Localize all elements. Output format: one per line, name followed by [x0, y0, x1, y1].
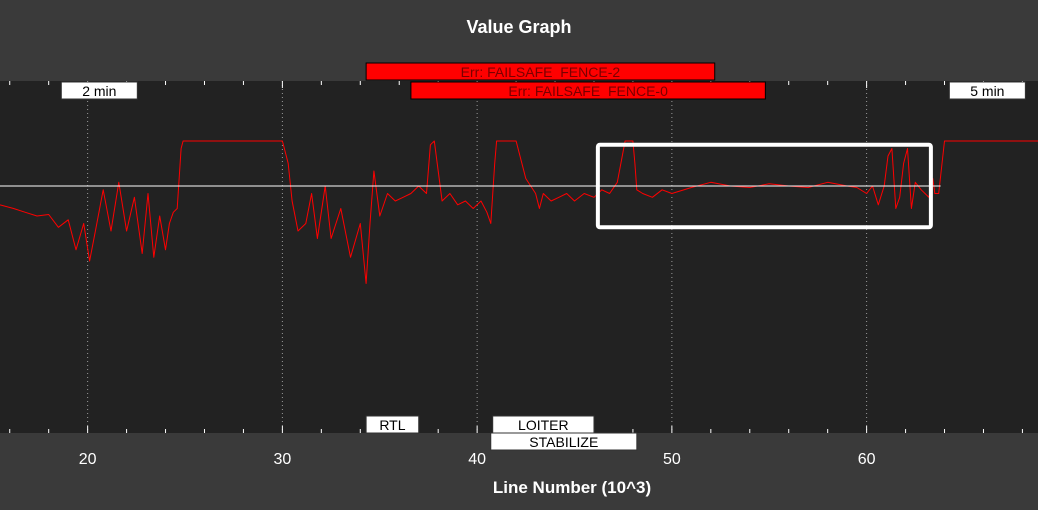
error-label[interactable]: Err: FAILSAFE_FENCE-2	[365, 62, 716, 81]
time-marker-label-text: 5 min	[970, 83, 1004, 99]
x-tick-label: 30	[273, 451, 291, 468]
x-tick-label: 50	[663, 451, 681, 468]
time-marker-label[interactable]: 5 min	[948, 81, 1026, 100]
error-label-text: Err: FAILSAFE_FENCE-0	[508, 83, 668, 99]
x-tick-label: 40	[468, 451, 486, 468]
mode-label[interactable]: RTL	[365, 415, 420, 434]
time-marker-label-box	[948, 81, 1026, 100]
chart-title: Value Graph	[466, 17, 571, 37]
plot-area[interactable]	[0, 81, 1038, 433]
value-series-line	[0, 140, 1038, 284]
error-label-box	[365, 62, 716, 81]
mode-label[interactable]: LOITER	[492, 415, 595, 434]
error-label[interactable]: Err: FAILSAFE_FENCE-0	[410, 81, 766, 100]
x-tick-label: 60	[858, 451, 876, 468]
grid-lines	[87, 81, 868, 433]
series-layer	[0, 140, 1038, 284]
highlight-layer	[595, 142, 933, 230]
x-tick-label: 20	[79, 451, 97, 468]
highlight-box	[595, 142, 933, 230]
event-labels: 2 min 5 min Err: FAILSAFE_FENCE-2 Err: FAIL…	[60, 62, 1026, 451]
mode-label-text: LOITER	[518, 417, 569, 433]
mode-label[interactable]: STABILIZE	[490, 432, 638, 451]
mode-label-box	[490, 432, 638, 451]
error-label-text: Err: FAILSAFE_FENCE-2	[461, 64, 621, 80]
time-marker-label-text: 2 min	[82, 83, 116, 99]
time-marker-label[interactable]: 2 min	[60, 81, 138, 100]
time-marker-label-box	[60, 81, 138, 100]
mode-label-text: RTL	[379, 417, 405, 433]
mode-label-box	[365, 415, 420, 434]
error-label-box	[410, 81, 766, 100]
x-axis-label: Line Number (10^3)	[493, 478, 651, 497]
mode-label-text: STABILIZE	[529, 434, 598, 450]
